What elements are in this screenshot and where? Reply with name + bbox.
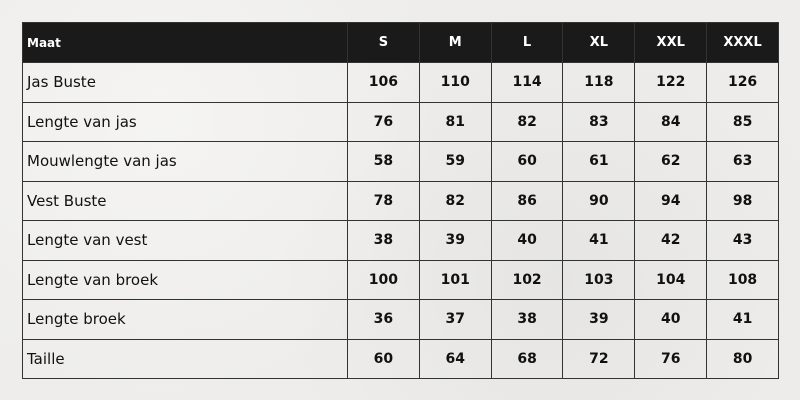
measurement-value: 76	[347, 101, 420, 142]
measurement-value: 85	[706, 101, 779, 142]
measurement-value: 98	[706, 180, 779, 221]
header-cell-size: M	[418, 22, 492, 63]
measurement-value: 122	[634, 62, 708, 103]
measurement-value: 68	[490, 338, 564, 379]
measurement-value: 108	[706, 259, 779, 300]
measurement-value: 104	[634, 259, 708, 300]
table-row: Lengte van broek 100 101 102 103 104 108	[22, 259, 779, 300]
measurement-value: 39	[562, 299, 636, 340]
measurement-label: Mouwlengte van jas	[22, 141, 348, 182]
measurement-value: 84	[634, 101, 708, 142]
measurement-value: 43	[706, 220, 779, 261]
measurement-value: 63	[706, 141, 779, 182]
measurement-value: 62	[634, 141, 708, 182]
measurement-value: 78	[347, 180, 420, 221]
measurement-value: 40	[634, 299, 708, 340]
measurement-value: 106	[347, 62, 420, 103]
measurement-value: 82	[418, 180, 492, 221]
measurement-value: 42	[634, 220, 708, 261]
measurement-value: 81	[418, 101, 492, 142]
measurement-value: 60	[490, 141, 564, 182]
measurement-label: Taille	[22, 338, 348, 379]
measurement-value: 37	[418, 299, 492, 340]
measurement-value: 36	[347, 299, 420, 340]
measurement-value: 64	[418, 338, 492, 379]
measurement-value: 83	[562, 101, 636, 142]
measurement-label: Vest Buste	[22, 180, 348, 221]
measurement-value: 101	[418, 259, 492, 300]
measurement-value: 114	[490, 62, 564, 103]
measurement-label: Lengte van jas	[22, 101, 348, 142]
header-cell-size: XL	[562, 22, 636, 63]
measurement-value: 126	[706, 62, 779, 103]
measurement-value: 40	[490, 220, 564, 261]
measurement-value: 118	[562, 62, 636, 103]
measurement-value: 100	[347, 259, 420, 300]
measurement-value: 59	[418, 141, 492, 182]
measurement-value: 41	[706, 299, 779, 340]
measurement-value: 72	[562, 338, 636, 379]
header-cell-size: XXXL	[706, 22, 779, 63]
table-row: Vest Buste 78 82 86 90 94 98	[22, 180, 779, 221]
measurement-value: 61	[562, 141, 636, 182]
header-row: Maat S M L XL XXL XXXL	[22, 22, 779, 63]
measurement-value: 80	[706, 338, 779, 379]
measurement-label: Lengte broek	[22, 299, 348, 340]
measurement-label: Lengte van vest	[22, 220, 348, 261]
measurement-value: 58	[347, 141, 420, 182]
measurement-value: 39	[418, 220, 492, 261]
measurement-value: 90	[562, 180, 636, 221]
size-chart-table: Maat S M L XL XXL XXXL Jas Buste 106 110 114 118 12…	[22, 22, 779, 379]
header-cell-size: L	[490, 22, 564, 63]
table-row: Lengte broek 36 37 38 39 40 41	[22, 299, 779, 340]
measurement-value: 60	[347, 338, 420, 379]
measurement-label: Jas Buste	[22, 62, 348, 103]
measurement-value: 103	[562, 259, 636, 300]
table-row: Lengte van vest 38 39 40 41 42 43	[22, 220, 779, 261]
measurement-value: 102	[490, 259, 564, 300]
measurement-value: 38	[490, 299, 564, 340]
measurement-value: 110	[418, 62, 492, 103]
measurement-label: Lengte van broek	[22, 259, 348, 300]
measurement-value: 38	[347, 220, 420, 261]
table-row: Mouwlengte van jas 58 59 60 61 62 63	[22, 141, 779, 182]
header-cell-size: XXL	[634, 22, 708, 63]
table-row: Jas Buste 106 110 114 118 122 126	[22, 62, 779, 103]
table-row: Taille 60 64 68 72 76 80	[22, 338, 779, 379]
measurement-value: 82	[490, 101, 564, 142]
header-cell-size: S	[347, 22, 420, 63]
measurement-value: 76	[634, 338, 708, 379]
measurement-value: 94	[634, 180, 708, 221]
table-row: Lengte van jas 76 81 82 83 84 85	[22, 101, 779, 142]
header-cell-label: Maat	[22, 22, 348, 63]
measurement-value: 86	[490, 180, 564, 221]
measurement-value: 41	[562, 220, 636, 261]
